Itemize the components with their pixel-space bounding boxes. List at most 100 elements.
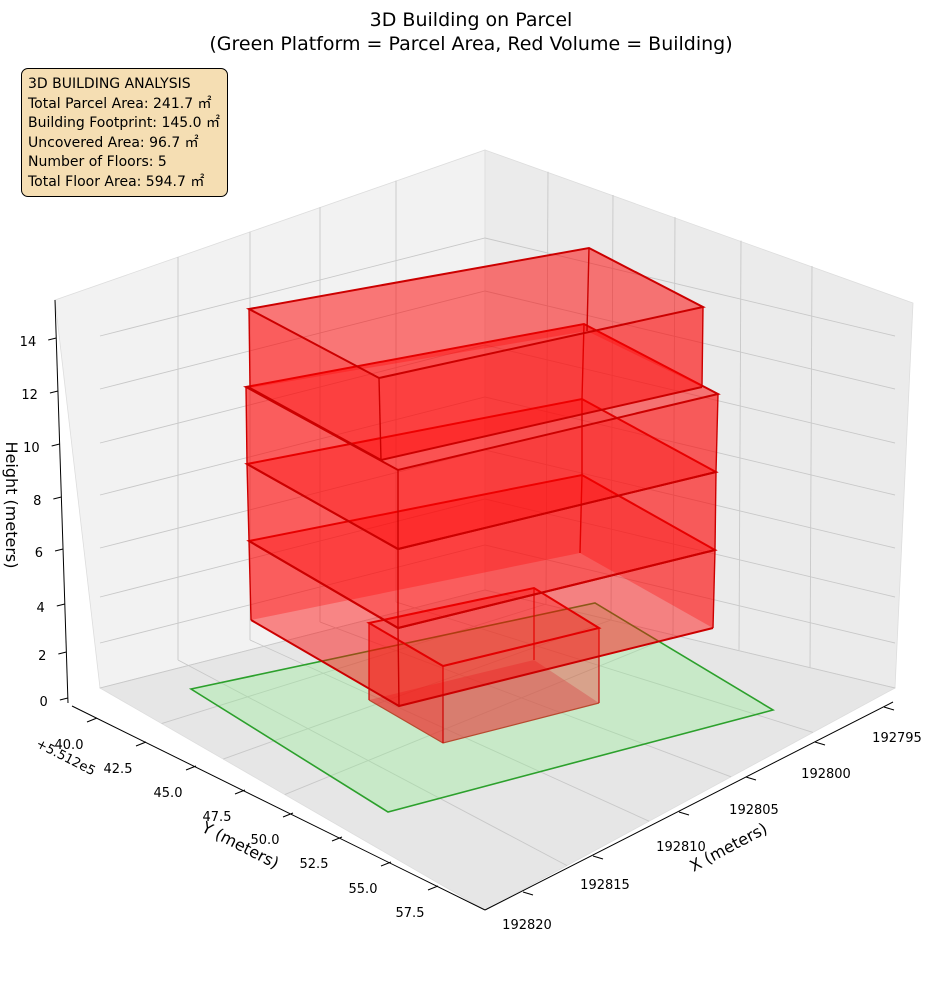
- z-tick-mark-3: [54, 548, 64, 552]
- z-axis-line: [54, 299, 69, 704]
- chart-title-line-1: 3D Building on Parcel: [370, 9, 573, 31]
- z-tick-label-7: 14: [20, 335, 37, 350]
- floor-4-vertical-edge-2: [715, 393, 719, 473]
- y-tick-label-2: 45.0: [154, 786, 183, 801]
- z-tick-mark-6: [49, 390, 59, 394]
- x-tick-label-2: 192805: [729, 803, 779, 818]
- info-line-floor-area: Total Floor Area: 594.7 ㎡: [28, 173, 205, 190]
- z-grid-line-5: [99, 344, 896, 444]
- floor-3-vertical-edge-0: [246, 463, 250, 542]
- z-tick-mark-7: [48, 337, 57, 341]
- right-wall-grid-4: [809, 266, 813, 669]
- annex-front-left-face: [369, 623, 443, 743]
- floor-4-vertical-edge-1: [581, 323, 585, 400]
- x-tick-label-1: 192800: [801, 767, 851, 782]
- z-grid-line-6: [99, 290, 896, 390]
- parcel-group: [188, 602, 776, 813]
- x-tick-mark-5: [522, 891, 534, 896]
- x-axis-line: [484, 701, 894, 911]
- x-tick-mark-3: [678, 811, 690, 816]
- floor-2-front-right-face: [398, 550, 715, 706]
- x-tick-label-0: 192795: [872, 731, 922, 746]
- z-grid-line-4: [99, 396, 896, 496]
- floor-grid-x-1: [249, 639, 650, 822]
- right-wall-grid-3: [738, 240, 742, 651]
- floor-grid-x-3: [395, 601, 814, 733]
- z-tick-label-6: 12: [21, 388, 38, 403]
- floor-grid-x-0: [177, 659, 568, 866]
- floor-2-vertical-edge-1: [579, 474, 583, 554]
- y-tick-label-7: 57.5: [396, 906, 425, 921]
- floor-5-vertical-edge-3: [378, 377, 382, 461]
- floor-5-vertical-edge-2: [701, 306, 704, 388]
- building-group: [243, 246, 721, 744]
- floor-4-front-left-face: [246, 387, 398, 549]
- floor-3-back-right-face: [582, 399, 716, 550]
- right-wall-grid-2: [672, 217, 676, 637]
- z-tick-mark-2: [56, 603, 65, 607]
- floor-3-top-face: [247, 399, 716, 549]
- y-tick-label-1: 42.5: [104, 762, 133, 777]
- info-line-footprint: Building Footprint: 145.0 ㎡: [28, 115, 221, 131]
- y-tick-mark-5: [331, 836, 343, 842]
- x-tick-mark-0: [883, 706, 895, 711]
- floor-5-front-left-face: [249, 309, 381, 460]
- x-tick-label-4: 192815: [580, 878, 630, 893]
- floor-2-back-right-face: [580, 475, 715, 628]
- z-tick-mark-0: [59, 697, 68, 701]
- floor-4-top-face: [246, 324, 718, 470]
- y-axis-line: [71, 705, 486, 911]
- y-tick-label-5: 52.5: [300, 857, 329, 872]
- floor-3-front-right-face: [398, 472, 716, 628]
- z-tick-mark-1: [58, 651, 67, 655]
- floor-4-front-right-face: [398, 394, 718, 549]
- floor-2-vertical-edge-2: [712, 549, 716, 629]
- z-grid-line-1: [99, 544, 896, 644]
- y-tick-mark-3: [234, 789, 246, 795]
- axes-panes: [54, 149, 914, 911]
- z-tick-label-5: 10: [23, 441, 40, 456]
- floor-5-top-face: [249, 248, 703, 378]
- floor-4-vertical-edge-0: [245, 386, 248, 465]
- axes-ticks: 0 2 4 6 8 10 12 14 40.0 42.5 45.0 47.5 50.0 52.5 55.0 5…: [20, 299, 922, 933]
- y-tick-mark-1: [135, 741, 147, 747]
- floor-2-vertical-edge-0: [248, 540, 252, 621]
- y-tick-mark-4: [282, 812, 294, 818]
- z-tick-label-2: 4: [37, 601, 45, 616]
- y-tick-mark-0: [86, 717, 98, 723]
- floor-grid-y-2: [284, 635, 674, 795]
- z-grid-line-2: [99, 498, 896, 598]
- floor-4-back-left-face: [246, 324, 584, 464]
- z-tick-mark-4: [53, 496, 62, 500]
- floor-grid-y-0: [161, 603, 547, 724]
- y-tick-label-0: 40.0: [55, 738, 84, 753]
- x-tick-mark-2: [745, 776, 757, 781]
- z-tick-mark-5: [51, 443, 60, 447]
- y-tick-mark-2: [185, 765, 197, 771]
- floor-3-vertical-edge-2: [714, 471, 717, 551]
- z-tick-label-3: 6: [35, 546, 43, 561]
- y-tick-mark-6: [380, 861, 392, 867]
- floor-5-vertical-edge-1: [586, 247, 590, 332]
- parcel-platform: [188, 602, 776, 813]
- annex-bottom-face: [369, 660, 599, 743]
- floor-2-back-left-face: [249, 475, 582, 620]
- x-tick-mark-4: [592, 855, 604, 860]
- chart-title-line-2: (Green Platform = Parcel Area, Red Volum…: [209, 33, 732, 55]
- y-tick-label-3: 47.5: [203, 810, 232, 825]
- z-tick-label-1: 2: [38, 649, 46, 664]
- info-line-heading: 3D BUILDING ANALYSIS: [28, 76, 191, 92]
- z-tick-label-4: 8: [33, 494, 41, 509]
- right-wall-grid-0: [545, 171, 549, 605]
- info-line-uncovered: Uncovered Area: 96.7 ㎡: [28, 134, 199, 151]
- floor-grid-y-1: [223, 619, 612, 760]
- floor-2-vertical-edge-3: [397, 627, 400, 707]
- floor-3-back-left-face: [247, 399, 582, 541]
- floor-2-front-left-face: [249, 541, 399, 706]
- annex-top-face: [369, 588, 599, 666]
- z-axis-label: Height (meters): [2, 442, 21, 569]
- z-grid-line-7: [99, 237, 896, 337]
- floor-5-back-right-face: [587, 248, 703, 387]
- y-tick-label-4: 50.0: [251, 833, 280, 848]
